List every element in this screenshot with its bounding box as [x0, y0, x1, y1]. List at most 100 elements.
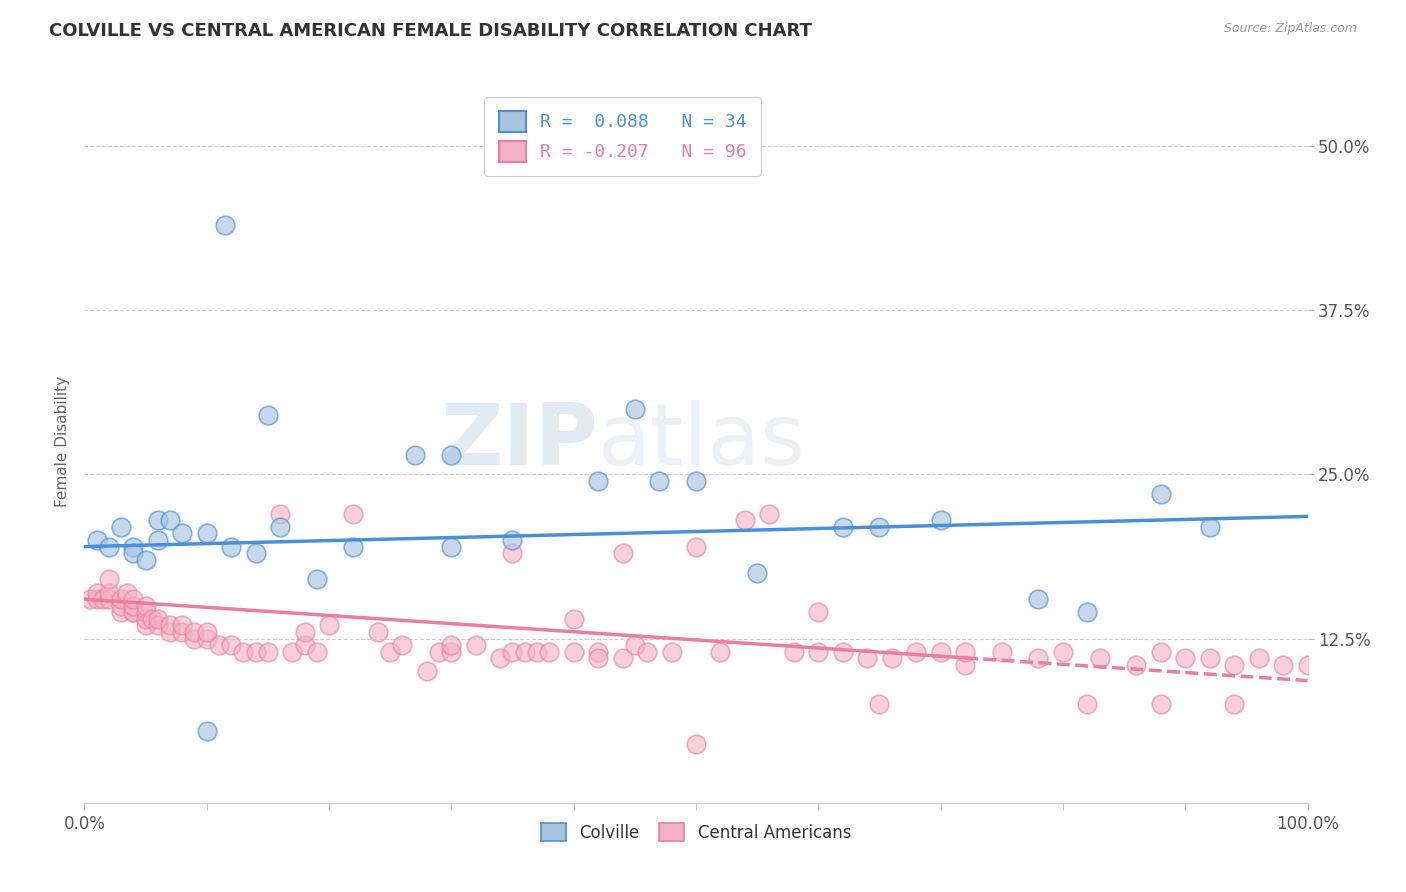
Point: [586, 645, 609, 659]
Point: [1028, 651, 1050, 665]
Point: [562, 612, 585, 626]
Point: [135, 612, 157, 626]
Point: [245, 645, 267, 659]
Point: [208, 638, 231, 652]
Point: [232, 645, 254, 659]
Point: [685, 540, 707, 554]
Point: [440, 540, 463, 554]
Point: [97, 540, 120, 554]
Point: [685, 474, 707, 488]
Point: [110, 520, 132, 534]
Point: [404, 448, 426, 462]
Point: [86, 533, 108, 547]
Point: [159, 618, 181, 632]
Point: [831, 520, 853, 534]
Point: [1296, 657, 1319, 672]
Point: [195, 723, 218, 738]
Point: [1198, 520, 1220, 534]
Point: [91, 592, 114, 607]
Point: [122, 599, 145, 613]
Point: [562, 645, 585, 659]
Point: [1088, 651, 1111, 665]
Point: [146, 533, 169, 547]
Point: [489, 651, 512, 665]
Point: [709, 645, 731, 659]
Point: [502, 546, 524, 560]
Point: [122, 546, 145, 560]
Point: [612, 546, 634, 560]
Point: [648, 474, 671, 488]
Point: [991, 645, 1014, 659]
Point: [1125, 657, 1147, 672]
Point: [214, 218, 236, 232]
Point: [661, 645, 683, 659]
Point: [1028, 592, 1050, 607]
Point: [183, 632, 205, 646]
Point: [122, 605, 145, 619]
Point: [110, 592, 132, 607]
Point: [146, 612, 169, 626]
Point: [305, 645, 328, 659]
Point: [97, 592, 120, 607]
Point: [783, 645, 806, 659]
Point: [747, 566, 769, 580]
Point: [172, 625, 194, 640]
Point: [869, 698, 891, 712]
Point: [281, 645, 304, 659]
Point: [195, 526, 218, 541]
Point: [122, 592, 145, 607]
Point: [245, 546, 267, 560]
Point: [1076, 698, 1098, 712]
Point: [586, 651, 609, 665]
Point: [880, 651, 903, 665]
Legend: Colville, Central Americans: Colville, Central Americans: [534, 817, 858, 848]
Point: [159, 513, 181, 527]
Point: [146, 618, 169, 632]
Point: [685, 737, 707, 751]
Point: [135, 599, 157, 613]
Point: [135, 605, 157, 619]
Point: [758, 507, 780, 521]
Point: [269, 507, 291, 521]
Point: [953, 645, 976, 659]
Point: [86, 592, 108, 607]
Point: [318, 618, 340, 632]
Point: [86, 585, 108, 599]
Point: [807, 645, 830, 659]
Y-axis label: Female Disability: Female Disability: [55, 376, 70, 508]
Point: [953, 657, 976, 672]
Point: [219, 540, 242, 554]
Point: [831, 645, 853, 659]
Point: [135, 553, 157, 567]
Point: [367, 625, 389, 640]
Point: [172, 618, 194, 632]
Point: [513, 645, 536, 659]
Point: [734, 513, 756, 527]
Point: [1052, 645, 1074, 659]
Point: [538, 645, 561, 659]
Point: [624, 638, 647, 652]
Point: [502, 645, 524, 659]
Point: [110, 605, 132, 619]
Point: [257, 409, 280, 423]
Point: [1150, 645, 1173, 659]
Point: [586, 474, 609, 488]
Point: [391, 638, 413, 652]
Point: [115, 585, 138, 599]
Point: [172, 526, 194, 541]
Point: [636, 645, 658, 659]
Point: [219, 638, 242, 652]
Point: [257, 645, 280, 659]
Point: [440, 645, 463, 659]
Point: [1198, 651, 1220, 665]
Point: [1174, 651, 1197, 665]
Point: [110, 599, 132, 613]
Point: [905, 645, 928, 659]
Point: [440, 448, 463, 462]
Point: [135, 618, 157, 632]
Text: atlas: atlas: [598, 400, 806, 483]
Point: [526, 645, 548, 659]
Point: [342, 540, 364, 554]
Point: [342, 507, 364, 521]
Point: [97, 573, 120, 587]
